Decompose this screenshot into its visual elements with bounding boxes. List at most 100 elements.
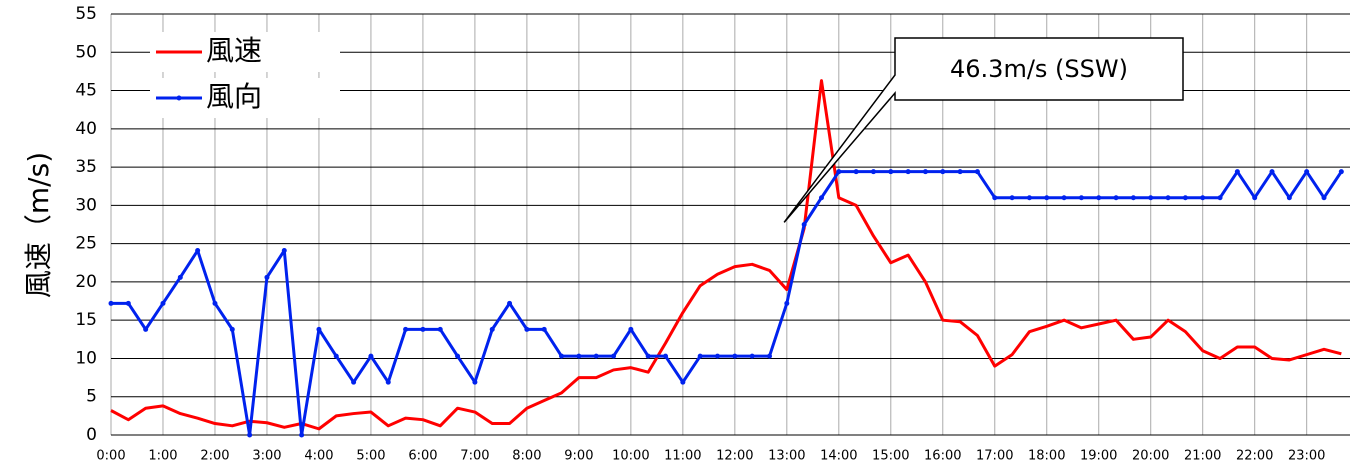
marker xyxy=(1165,195,1171,201)
marker xyxy=(663,353,669,359)
x-tick-label: 17:00 xyxy=(976,449,1013,464)
marker xyxy=(316,326,322,332)
legend-marker xyxy=(176,95,182,101)
marker xyxy=(160,300,166,306)
legend-label: 風速 xyxy=(206,34,262,67)
marker xyxy=(905,169,911,175)
marker xyxy=(559,353,565,359)
series-line xyxy=(110,79,1342,431)
marker xyxy=(195,248,201,254)
x-tick-label: 7:00 xyxy=(460,449,489,464)
callout xyxy=(783,37,1184,223)
marker xyxy=(385,379,391,385)
marker xyxy=(1044,195,1050,201)
marker xyxy=(264,274,270,280)
y-tick-label: 30 xyxy=(75,195,97,215)
marker xyxy=(177,274,183,280)
y-tick-label: 25 xyxy=(75,234,97,254)
y-tick-label: 45 xyxy=(75,81,97,101)
x-tick-label: 10:00 xyxy=(612,449,649,464)
marker xyxy=(1148,195,1154,201)
marker xyxy=(1096,195,1102,201)
marker xyxy=(940,169,946,175)
marker xyxy=(1217,195,1223,201)
marker xyxy=(576,353,582,359)
marker xyxy=(437,326,443,332)
marker xyxy=(870,169,876,175)
marker xyxy=(212,300,218,306)
x-tick-label: 23:00 xyxy=(1288,449,1325,464)
x-tick-label: 9:00 xyxy=(564,449,593,464)
y-tick-label: 50 xyxy=(75,42,97,62)
y-tick-label: 0 xyxy=(86,425,97,445)
marker xyxy=(368,353,374,359)
marker xyxy=(766,353,772,359)
marker xyxy=(1113,195,1119,201)
marker xyxy=(229,326,235,332)
x-tick-label: 1:00 xyxy=(148,449,177,464)
x-tick-label: 22:00 xyxy=(1236,449,1273,464)
marker xyxy=(472,379,478,385)
y-tick-label: 35 xyxy=(75,157,97,177)
marker xyxy=(1321,195,1327,201)
marker xyxy=(403,326,409,332)
marker xyxy=(784,300,790,306)
legend-label: 風向 xyxy=(206,80,262,113)
x-tick-label: 5:00 xyxy=(356,449,385,464)
marker xyxy=(420,326,426,332)
marker xyxy=(628,326,634,332)
marker xyxy=(992,195,998,201)
marker xyxy=(1286,195,1292,201)
marker xyxy=(507,300,513,306)
marker xyxy=(749,353,755,359)
marker xyxy=(351,379,357,385)
x-tick-label: 3:00 xyxy=(252,449,281,464)
marker xyxy=(108,300,114,306)
x-tick-label: 0:00 xyxy=(96,449,125,464)
x-tick-label: 14:00 xyxy=(820,449,857,464)
marker xyxy=(1234,169,1240,175)
x-tick-label: 16:00 xyxy=(924,449,961,464)
marker xyxy=(1304,169,1310,175)
marker xyxy=(1061,195,1067,201)
marker xyxy=(1026,195,1032,201)
x-tick-label: 21:00 xyxy=(1184,449,1221,464)
y-tick-label: 20 xyxy=(75,272,97,292)
marker xyxy=(455,353,461,359)
marker xyxy=(801,222,807,227)
x-tick-label: 4:00 xyxy=(304,449,333,464)
marker xyxy=(541,326,547,332)
marker xyxy=(715,353,721,359)
x-tick-label: 11:00 xyxy=(664,449,701,464)
annotation: 46.3m/s (SSW) xyxy=(950,55,1128,83)
marker xyxy=(524,326,530,332)
marker xyxy=(125,300,131,306)
x-tick-label: 19:00 xyxy=(1080,449,1117,464)
marker xyxy=(611,353,617,359)
marker xyxy=(1338,169,1344,175)
marker xyxy=(489,326,495,332)
x-tick-label: 15:00 xyxy=(872,449,909,464)
y-axis-label: 風速（m/s) xyxy=(22,152,55,298)
marker xyxy=(1078,195,1084,201)
x-tick-label: 12:00 xyxy=(716,449,753,464)
y-tick-label: 15 xyxy=(75,310,97,330)
marker xyxy=(1009,195,1015,201)
marker xyxy=(1200,195,1206,201)
marker xyxy=(1252,195,1258,201)
marker xyxy=(593,353,599,359)
marker xyxy=(1130,195,1136,201)
marker xyxy=(888,169,894,175)
marker xyxy=(922,169,928,175)
marker xyxy=(281,248,287,254)
marker xyxy=(143,326,149,332)
marker xyxy=(836,169,842,175)
y-tick-label: 5 xyxy=(86,387,97,407)
x-tick-label: 2:00 xyxy=(200,449,229,464)
marker xyxy=(1269,169,1275,175)
marker xyxy=(853,169,859,175)
marker xyxy=(974,169,980,175)
marker xyxy=(299,432,305,438)
x-tick-label: 8:00 xyxy=(512,449,541,464)
